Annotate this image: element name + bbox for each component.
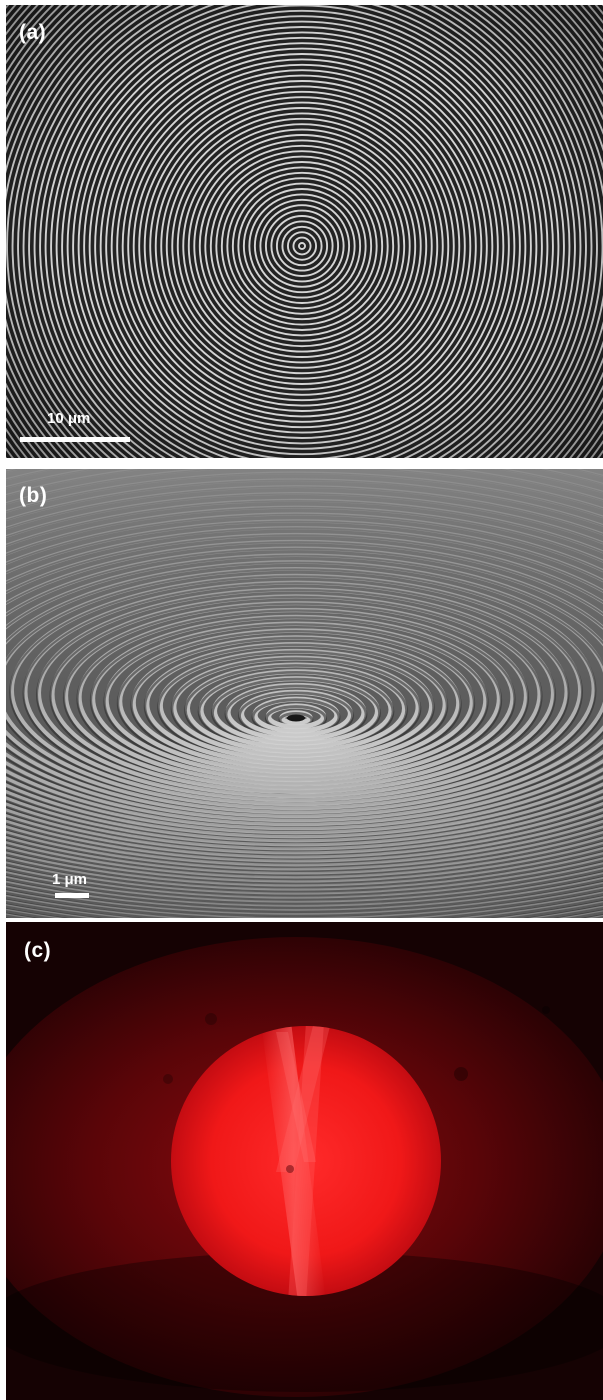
optical-focus-image: (c)	[6, 922, 603, 1400]
concentric-rings-top	[6, 5, 603, 458]
scale-bar-b	[55, 893, 89, 898]
scale-bar-label-b: 1 μm	[52, 871, 88, 888]
sem-image-top-view: (a) 10 μm	[6, 5, 603, 458]
sem-image-tilted-view: (b) 1 μm	[6, 469, 603, 918]
concentric-rings-tilted	[6, 469, 603, 918]
diffraction-streaks	[261, 1026, 331, 1296]
red-laser-spot	[6, 922, 603, 1400]
scale-bar-label-a: 10 μm	[47, 410, 91, 427]
panel-label-c: (c)	[24, 939, 52, 962]
panel-label-b: (b)	[19, 484, 48, 507]
panel-label-a: (a)	[19, 21, 47, 44]
scale-bar-a	[20, 437, 130, 442]
